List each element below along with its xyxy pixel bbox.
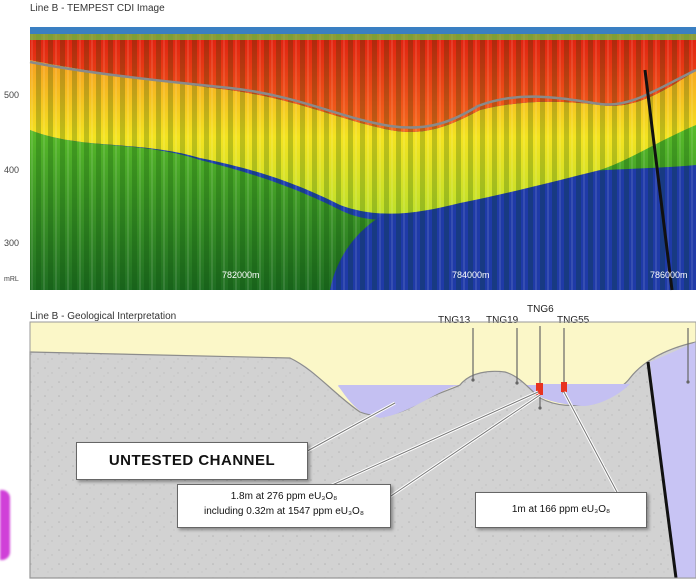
leader-a2 xyxy=(387,394,541,499)
cdi-x-tick-782000: 782000m xyxy=(222,270,260,280)
cdi-top-strip xyxy=(30,27,696,34)
tng6-intercept-line2: including 0.32m at 1547 ppm eU₃O₈ xyxy=(204,506,364,517)
cdi-y-tick-500: 500 xyxy=(4,90,19,100)
tng6-intercept-callout: 1.8m at 276 ppm eU₃O₈ including 0.32m at… xyxy=(177,484,391,528)
geo-frame xyxy=(29,321,696,579)
tng6-intercept-line1: 1.8m at 276 ppm eU₃O₈ xyxy=(230,491,338,502)
untested-channel-label: UNTESTED CHANNEL xyxy=(76,442,308,480)
intercept-tng55 xyxy=(561,382,567,392)
geo-panel-title: Line B - Geological Interpretation xyxy=(30,311,177,322)
intercept-tng6 xyxy=(536,383,543,395)
east-unit xyxy=(650,342,696,578)
label-tng19: TNG19 xyxy=(486,315,519,326)
cdi-fault-line xyxy=(643,69,674,291)
geo-fault-line xyxy=(646,361,678,579)
tng55-intercept-callout: 1m at 166 ppm eU₃O₈ xyxy=(475,492,647,528)
label-tng13: TNG13 xyxy=(438,315,471,326)
cdi-x-tick-784000: 784000m xyxy=(452,270,490,280)
drillhole-east-end xyxy=(686,380,690,384)
leader-b xyxy=(563,391,619,495)
drillhole-tng6-end xyxy=(538,406,542,410)
drillhole-tng13-end xyxy=(471,378,475,382)
leader-untested xyxy=(299,402,396,456)
cdi-x-tick-786000: 786000m xyxy=(650,270,688,280)
cdi-y-tick-400: 400 xyxy=(4,165,19,175)
cdi-interface-line xyxy=(29,60,696,129)
label-tng55: TNG55 xyxy=(557,315,590,326)
leader-a1 xyxy=(329,391,539,487)
cdi-top-green xyxy=(30,34,696,40)
drillhole-tng19-end xyxy=(515,381,519,385)
channel-left xyxy=(338,386,455,418)
cdi-streak-texture xyxy=(30,27,696,290)
cdi-y-tick-300: 300 xyxy=(4,238,19,248)
cdi-conductivity-image: 500 400 300 mRL 782000m 784000m 786000m xyxy=(4,27,696,291)
pink-edge-artifact xyxy=(0,490,10,560)
label-tng6: TNG6 xyxy=(527,304,554,315)
cdi-y-unit: mRL xyxy=(4,276,19,283)
cdi-panel-title: Line B - TEMPEST CDI Image xyxy=(30,3,165,14)
